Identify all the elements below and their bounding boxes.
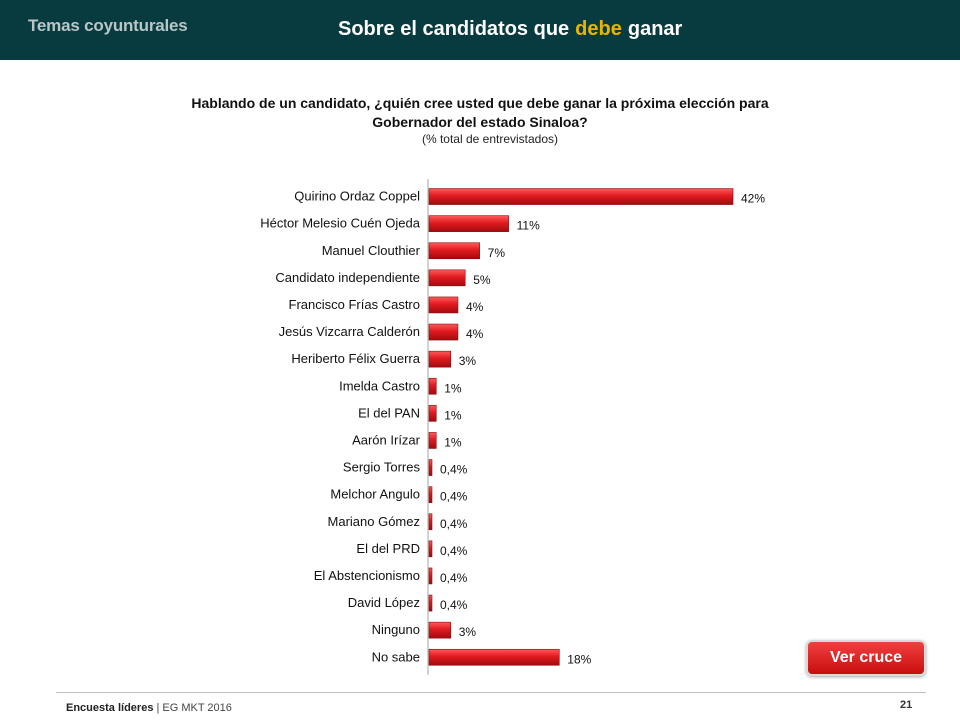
section-label: Temas coyunturales — [28, 16, 188, 35]
data-label: 11% — [517, 219, 540, 233]
category-label: Manuel Clouthier — [322, 243, 421, 258]
category-label: El del PAN — [358, 405, 420, 420]
data-label: 0,4% — [440, 517, 468, 531]
bar — [428, 459, 433, 476]
bar — [428, 648, 560, 666]
page-number: 21 — [900, 699, 913, 711]
category-label: Imelda Castro — [339, 378, 420, 393]
category-label: Mariano Gómez — [328, 514, 420, 529]
data-label: 0,4% — [440, 463, 468, 477]
data-label: 18% — [567, 652, 591, 666]
bar — [428, 188, 734, 205]
category-label: Melchor Angulo — [330, 487, 420, 502]
header-bar: Temas coyunturales Sobre el candidatos q… — [0, 0, 960, 60]
category-label: Quirino Ordaz Coppel — [294, 189, 420, 204]
category-label: Jesús Vizcarra Calderón — [279, 324, 420, 339]
data-label: 42% — [741, 192, 765, 206]
bar — [428, 323, 459, 341]
title-text: Sobre el candidatos que — [338, 18, 570, 40]
category-label: El del PRD — [356, 541, 420, 556]
category-label: Candidato independiente — [275, 270, 420, 285]
bar — [428, 540, 433, 558]
footer-source-bold: Encuesta líderes — [66, 702, 154, 714]
data-label: 1% — [444, 381, 462, 395]
category-label: Héctor Melesio Cuén Ojeda — [260, 216, 420, 231]
footer-divider — [56, 692, 926, 693]
bar — [428, 594, 433, 612]
data-label: 3% — [459, 625, 477, 639]
bar — [428, 513, 433, 531]
chart-question: Hablando de un candidato, ¿quién cree us… — [191, 95, 769, 130]
data-label: 0,4% — [440, 598, 468, 612]
data-label: 1% — [444, 408, 462, 422]
data-label: 4% — [466, 327, 484, 341]
bar — [428, 269, 466, 287]
data-label: 7% — [488, 246, 506, 260]
category-label: David López — [348, 595, 420, 610]
bar — [428, 567, 433, 585]
data-label: 0,4% — [440, 490, 468, 504]
bar — [428, 486, 433, 503]
category-label: Heriberto Félix Guerra — [291, 351, 420, 366]
title-text-end: ganar — [627, 18, 683, 40]
bar — [428, 296, 459, 314]
bar — [428, 432, 437, 449]
bar — [428, 621, 452, 639]
ver-cruce-button[interactable]: Ver cruce — [806, 640, 926, 676]
data-label: 0,4% — [440, 571, 468, 585]
footer-source-rest: | EG MKT 2016 — [153, 702, 232, 714]
category-label: Ninguno — [372, 622, 420, 637]
category-label: No sabe — [372, 649, 420, 664]
category-label: Francisco Frías Castro — [289, 297, 420, 312]
data-label: 5% — [473, 273, 491, 287]
bar — [428, 215, 509, 232]
data-label: 3% — [459, 354, 477, 368]
bar — [428, 405, 437, 422]
category-label: El Abstencionismo — [314, 568, 420, 583]
chart-subtitle: (% total de entrevistados) — [421, 132, 559, 146]
slide-title: Sobre el candidatos que debe ganar — [338, 18, 682, 41]
title-highlight: debe — [575, 18, 622, 40]
footer-source: Encuesta líderes | EG MKT 2016 — [66, 702, 232, 714]
bar — [428, 350, 452, 368]
bar — [428, 377, 437, 395]
data-label: 0,4% — [440, 544, 468, 558]
category-label: Aarón Irízar — [352, 432, 421, 447]
bar — [428, 242, 480, 260]
category-label: Sergio Torres — [343, 460, 421, 475]
data-label: 4% — [466, 300, 484, 314]
data-label: 1% — [444, 435, 462, 449]
